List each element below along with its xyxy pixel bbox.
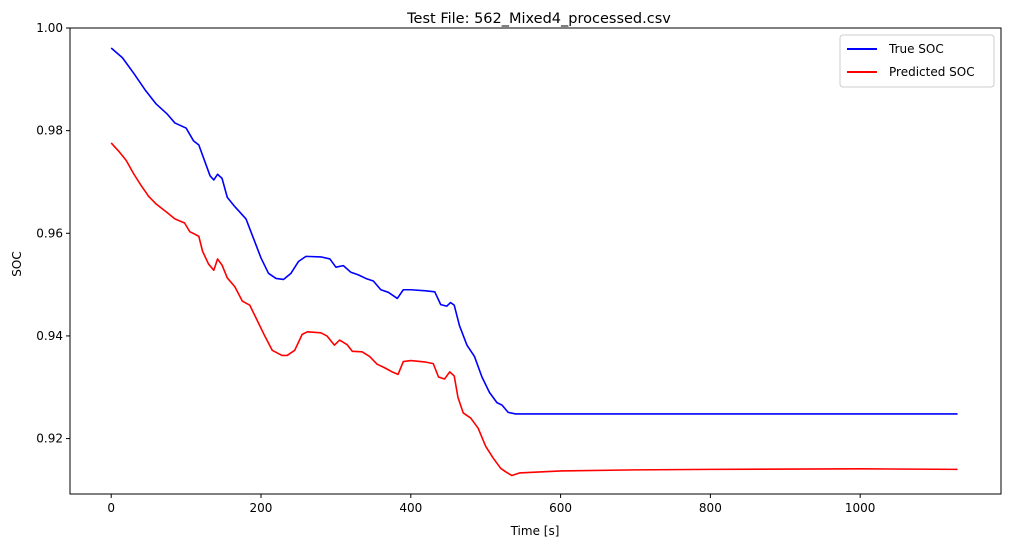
y-tick-label: 0.96 — [36, 226, 63, 240]
chart-title: Test File: 562_Mixed4_processed.csv — [406, 11, 671, 27]
x-tick-label: 200 — [250, 501, 273, 515]
y-tick-label: 0.92 — [36, 432, 63, 446]
x-tick-label: 400 — [399, 501, 422, 515]
legend-label-predicted-soc: Predicted SOC — [889, 65, 975, 79]
series-line-true-soc — [110, 47, 958, 415]
x-axis-ticks: 0 200 400 600 800 1000 — [107, 494, 875, 515]
x-tick-label: 1000 — [845, 501, 876, 515]
x-tick-label: 800 — [699, 501, 722, 515]
x-tick-label: 600 — [549, 501, 572, 515]
y-tick-label: 0.98 — [36, 124, 63, 138]
x-tick-label: 0 — [107, 501, 115, 515]
series-layer — [110, 47, 958, 477]
x-axis-label: Time [s] — [510, 524, 560, 538]
legend-box — [839, 34, 995, 88]
legend: True SOC Predicted SOC — [839, 34, 995, 88]
y-axis-label: SOC — [10, 251, 24, 276]
y-tick-label: 0.94 — [36, 329, 63, 343]
plot-frame — [69, 27, 1002, 495]
legend-label-true-soc: True SOC — [888, 42, 944, 56]
series-line-predicted-soc — [110, 142, 958, 477]
y-axis-ticks: 0.92 0.94 0.96 0.98 1.00 — [36, 21, 70, 446]
y-tick-label: 1.00 — [36, 21, 63, 35]
